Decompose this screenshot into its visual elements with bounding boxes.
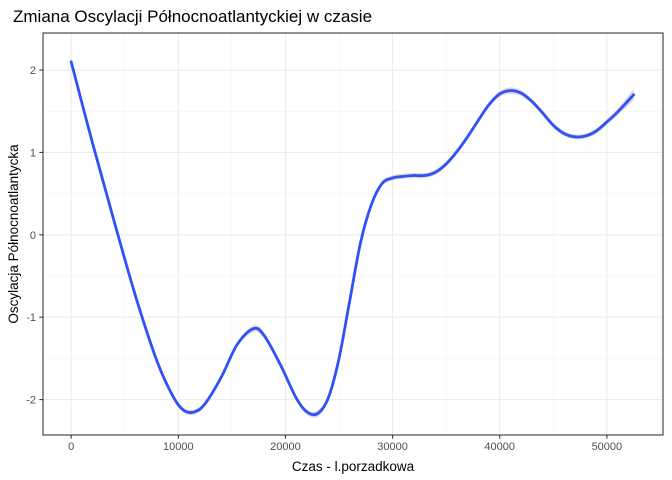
y-tick-label: 0	[30, 230, 36, 242]
x-tick-label: 30000	[377, 441, 408, 453]
y-tick-label: -2	[26, 395, 36, 407]
y-tick-label: -1	[26, 312, 36, 324]
series-lines	[69, 60, 636, 417]
grid	[43, 33, 663, 435]
x-tick-label: 40000	[484, 441, 515, 453]
chart-title: Zmiana Oscylacji Północnoatlantyckiej w …	[13, 7, 372, 26]
x-axis-title: Czas - l.porzadkowa	[292, 459, 415, 474]
plot-panel-border	[42, 32, 664, 436]
x-tick-label: 0	[68, 441, 74, 453]
y-axis-title: Oscylacja Północnoatlantycka	[6, 144, 21, 324]
x-tick-label: 10000	[163, 441, 194, 453]
y-tick-label: 1	[30, 147, 36, 159]
x-tick-label: 50000	[592, 441, 623, 453]
series-line	[69, 60, 636, 417]
x-axis: 0 10000 20000 30000 40000 50000	[68, 435, 622, 453]
y-axis: -2 -1 0 1 2	[26, 65, 43, 407]
y-tick-label: 2	[30, 65, 36, 77]
x-tick-label: 20000	[270, 441, 301, 453]
